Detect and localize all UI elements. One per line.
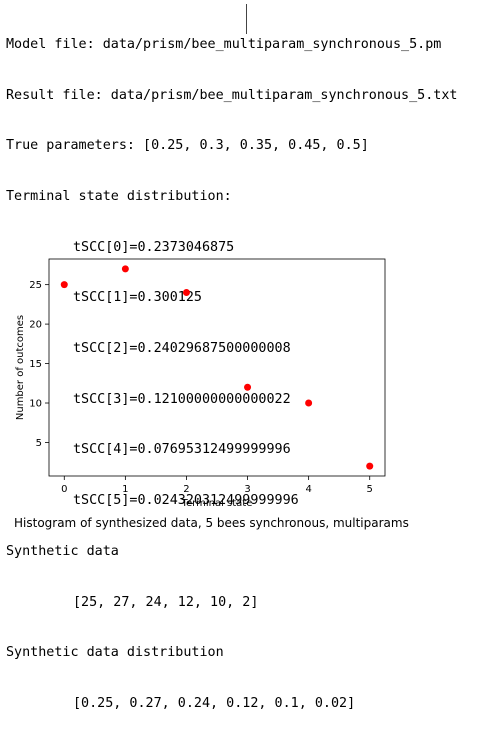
x-tick-label-3: 3: [244, 484, 250, 495]
terminal-distribution-header: Terminal state distribution:: [6, 188, 232, 204]
data-point-5: [366, 462, 374, 470]
synthetic-data-values: [25, 27, 24, 12, 10, 2]: [73, 594, 259, 610]
y-tick-label-0: 5: [36, 438, 42, 449]
x-tick-label-1: 1: [122, 484, 128, 495]
x-tick-label-4: 4: [305, 484, 311, 495]
chart-svg: 5 10 15 20 25 0 1 2 3 4 5 Terminal state Number o…: [15, 258, 386, 509]
synthetic-distribution-values: [0.25, 0.27, 0.24, 0.12, 0.1, 0.02]: [73, 695, 356, 711]
x-tick-label-5: 5: [367, 484, 373, 495]
text-cursor: [246, 4, 247, 34]
scatter-chart: 5 10 15 20 25 0 1 2 3 4 5 Terminal state Number o…: [0, 250, 481, 515]
plot-frame: [48, 258, 386, 477]
y-axis-ticks: 5 10 15 20 25: [29, 280, 49, 449]
y-tick-label-4: 25: [29, 280, 42, 291]
tscc-line-5: tSCC[5]=0.024320312499999996: [73, 493, 299, 509]
model-file-line: Model file: data/prism/bee_multiparam_sy…: [6, 36, 442, 52]
result-file-line: Result file: data/prism/bee_multiparam_s…: [6, 87, 458, 103]
x-tick-label-2: 2: [183, 484, 189, 495]
tscc-line-0: tSCC[0]=0.2373046875: [73, 239, 235, 255]
x-axis-label: Terminal state: [181, 498, 253, 509]
synthetic-data-header: Synthetic data: [6, 543, 119, 559]
true-parameters-line: True parameters: [0.25, 0.3, 0.35, 0.45,…: [6, 138, 369, 154]
y-tick-label-2: 15: [29, 359, 42, 370]
data-point-3: [244, 383, 252, 391]
x-tick-label-0: 0: [61, 484, 67, 495]
tscc-line-4: tSCC[4]=0.07695312499999996: [73, 442, 291, 458]
tscc-line-3: tSCC[3]=0.12100000000000022: [73, 391, 291, 407]
data-points: [60, 265, 374, 470]
data-point-0: [60, 281, 68, 289]
data-point-1: [121, 265, 129, 273]
data-point-4: [305, 399, 313, 407]
y-axis-label: Number of outcomes: [15, 315, 26, 420]
figure-caption: Histogram of synthesized data, 5 bees sy…: [14, 516, 409, 530]
y-tick-label-3: 20: [29, 320, 42, 331]
tscc-line-2: tSCC[2]=0.24029687500000008: [73, 341, 291, 357]
x-axis-ticks: 0 1 2 3 4 5: [61, 476, 373, 495]
tscc-line-1: tSCC[1]=0.300125: [73, 290, 202, 306]
synthetic-distribution-header: Synthetic data distribution: [6, 645, 224, 661]
y-tick-label-1: 10: [29, 399, 42, 410]
data-point-2: [182, 289, 190, 297]
